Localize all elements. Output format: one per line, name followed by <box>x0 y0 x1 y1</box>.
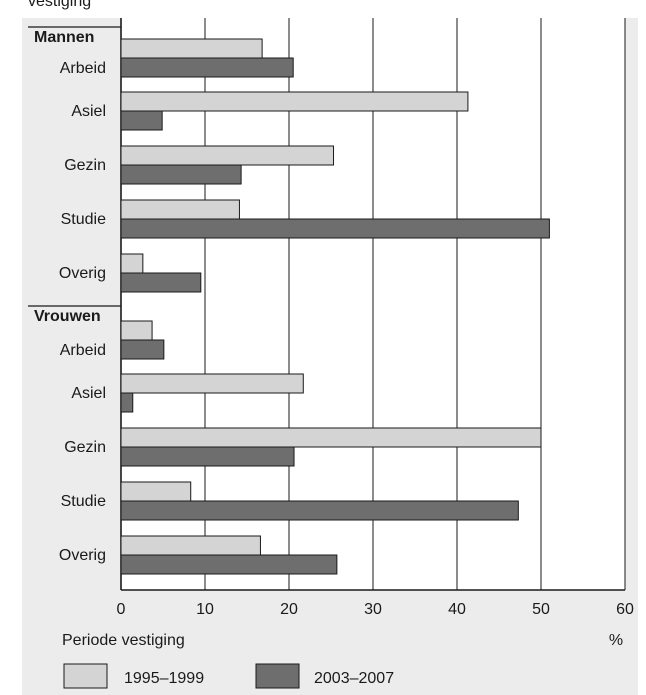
group-label: Vrouwen <box>34 308 101 325</box>
x-tick-label: 20 <box>280 601 298 618</box>
bar <box>120 373 304 394</box>
bar <box>120 91 469 112</box>
bar <box>120 164 242 185</box>
legend-title: Periode vestiging <box>62 632 185 649</box>
bar <box>120 392 134 413</box>
group-label: Mannen <box>34 29 94 46</box>
bar <box>120 320 153 341</box>
x-tick-label: 60 <box>616 601 634 618</box>
category-label: Gezin <box>64 439 106 456</box>
bar <box>120 57 294 78</box>
bar <box>120 199 240 220</box>
bar <box>120 481 192 502</box>
bar <box>120 554 338 575</box>
category-label: Arbeid <box>60 60 106 77</box>
bar <box>120 218 550 239</box>
bar <box>120 339 165 360</box>
legend-label: 2003–2007 <box>314 670 394 687</box>
bar <box>120 272 202 293</box>
bar <box>120 427 542 448</box>
x-tick-label: 10 <box>196 601 214 618</box>
x-unit-label: % <box>609 632 623 649</box>
bar <box>120 38 263 59</box>
top-label-partial: vestiging <box>28 0 91 10</box>
legend-swatch <box>255 663 300 689</box>
category-label: Gezin <box>64 157 106 174</box>
bar <box>120 145 335 166</box>
category-label: Arbeid <box>60 342 106 359</box>
bar <box>120 110 163 131</box>
category-label: Overig <box>59 547 106 564</box>
x-tick-label: 30 <box>364 601 382 618</box>
legend-label: 1995–1999 <box>124 670 204 687</box>
x-tick-label: 0 <box>117 601 126 618</box>
category-label: Studie <box>61 493 106 510</box>
bar <box>120 253 144 274</box>
legend: Periode vestiging 1995–1999 2003–2007 <box>62 632 394 689</box>
bars <box>120 38 550 575</box>
category-label: Studie <box>61 211 106 228</box>
category-label: Overig <box>59 265 106 282</box>
bar <box>120 500 519 521</box>
bar <box>120 446 295 467</box>
category-label: Asiel <box>71 385 106 402</box>
x-tick-label: 40 <box>448 601 466 618</box>
x-axis: 0 10 20 30 40 50 60% <box>117 589 634 649</box>
legend-swatch <box>63 663 108 689</box>
category-labels: Mannen Arbeid Asiel Gezin Studie Overig Vrouwe… <box>28 26 121 564</box>
bar <box>120 535 261 556</box>
category-label: Asiel <box>71 103 106 120</box>
x-tick-label: 50 <box>532 601 550 618</box>
